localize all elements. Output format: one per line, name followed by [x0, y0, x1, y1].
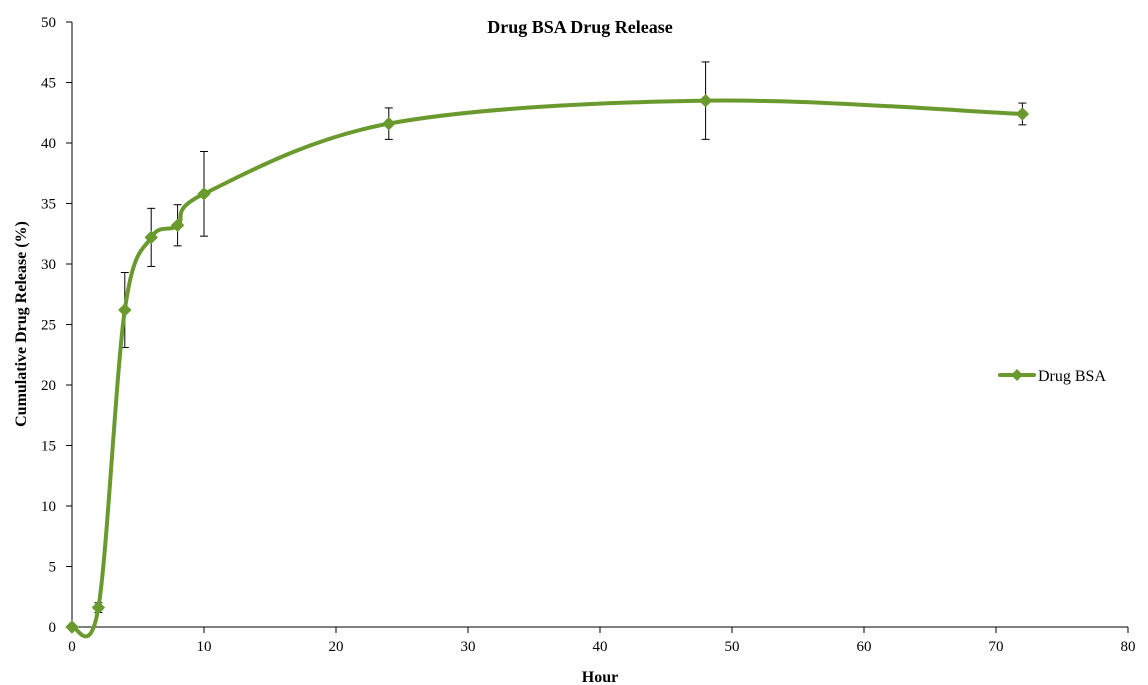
- data-point: [65, 620, 79, 634]
- data-point: [91, 600, 106, 615]
- data-point: [170, 218, 185, 232]
- y-tick-label: 50: [41, 15, 56, 31]
- chart-title: Drug BSA Drug Release: [487, 17, 673, 37]
- series-line-drug-bsa: [70, 98, 1025, 639]
- x-tick-label: 20: [329, 639, 344, 655]
- plot-area: 0 10 20 30 40 50 60 70 80 0 5 10 15 20 25 30 35 40 45 50: [41, 15, 1136, 655]
- y-tick-label: 35: [41, 197, 56, 213]
- y-tick-label: 40: [41, 136, 56, 152]
- x-tick-label: 80: [1121, 639, 1136, 655]
- y-tick-label: 30: [41, 257, 56, 273]
- legend: Drug BSA: [998, 368, 1106, 385]
- x-tick-label: 30: [461, 639, 476, 655]
- data-point: [197, 187, 211, 201]
- y-tick-label: 45: [41, 76, 56, 92]
- x-tick-label: 60: [857, 639, 872, 655]
- y-tick-label: 0: [49, 620, 57, 636]
- y-tick-label: 10: [41, 499, 56, 515]
- y-tick-label: 5: [49, 560, 57, 576]
- data-point: [144, 230, 158, 245]
- legend-label: Drug BSA: [1038, 368, 1106, 385]
- x-tick-label: 40: [593, 639, 608, 655]
- data-point: [1015, 107, 1030, 121]
- y-axis-title: Cumulative Drug Release (%): [13, 221, 30, 427]
- y-tick-label: 20: [41, 378, 56, 394]
- y-tick-label: 15: [41, 439, 56, 455]
- y-tick-label: 25: [41, 318, 56, 334]
- x-tick-label: 70: [989, 639, 1004, 655]
- x-tick-label: 0: [68, 639, 76, 655]
- x-tick-label: 10: [197, 639, 212, 655]
- x-tick-label: 50: [725, 639, 740, 655]
- data-point: [118, 303, 132, 317]
- x-axis-title: Hour: [582, 669, 618, 685]
- data-point: [698, 93, 713, 108]
- data-point: [382, 116, 396, 131]
- legend-marker: [1011, 369, 1023, 381]
